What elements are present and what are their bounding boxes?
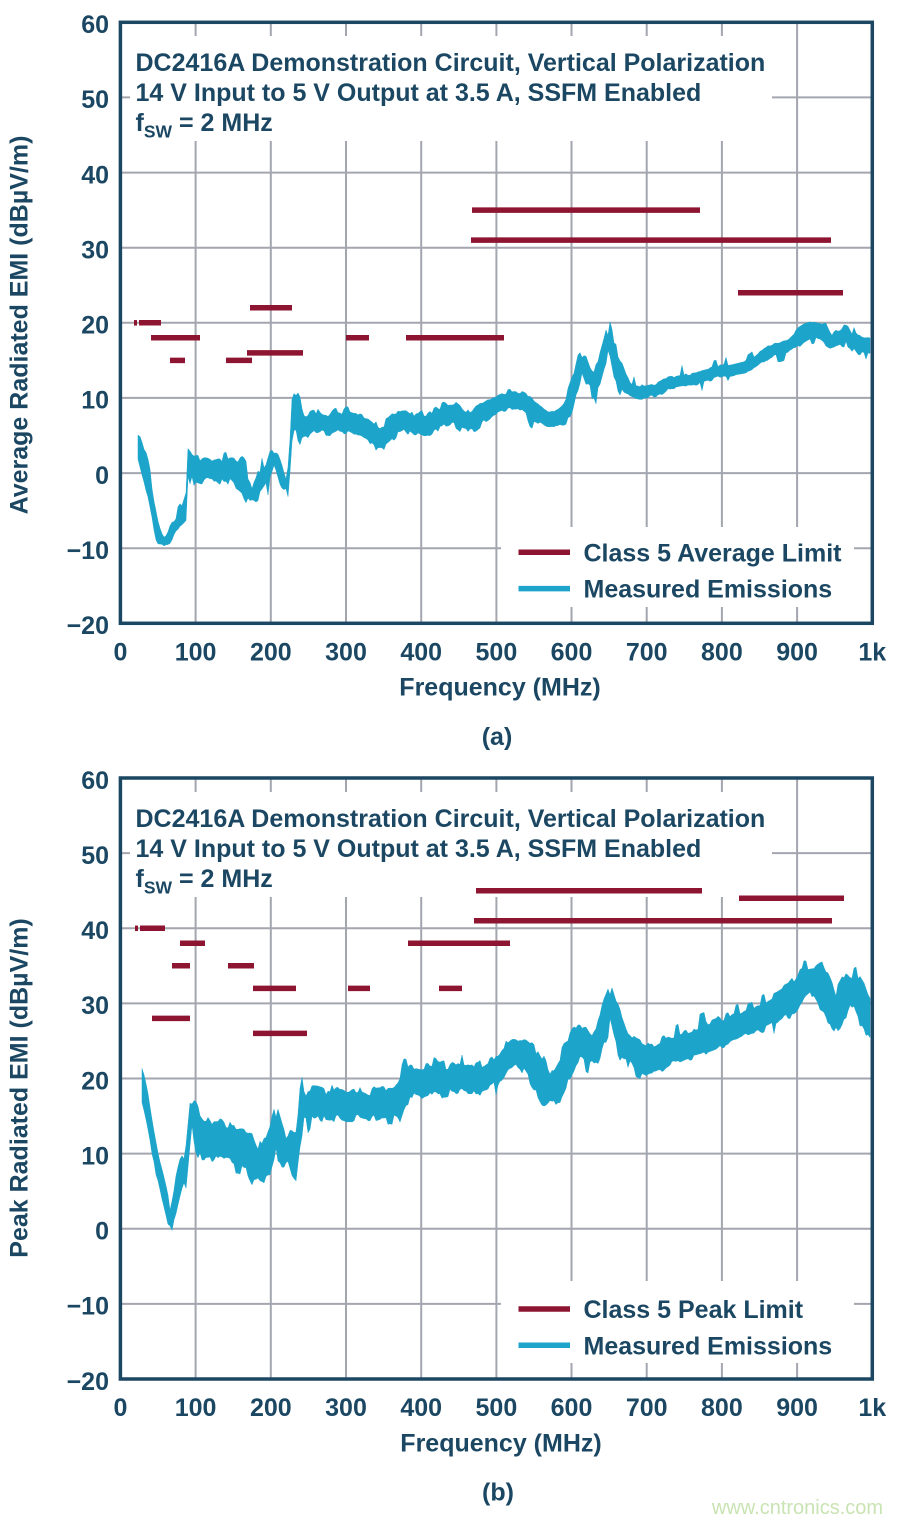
- svg-text:30: 30: [81, 237, 109, 265]
- svg-text:300: 300: [325, 1394, 367, 1422]
- svg-text:DC2416A Demonstration Circuit,: DC2416A Demonstration Circuit, Vertical …: [136, 49, 766, 77]
- svg-text:0: 0: [95, 462, 109, 490]
- svg-text:Measured Emissions: Measured Emissions: [584, 1332, 833, 1360]
- svg-text:(a): (a): [482, 723, 513, 751]
- svg-text:900: 900: [776, 1394, 818, 1422]
- svg-text:700: 700: [626, 1394, 668, 1422]
- svg-text:30: 30: [81, 992, 109, 1020]
- svg-text:−20: −20: [67, 1368, 109, 1396]
- svg-text:20: 20: [81, 312, 109, 340]
- svg-text:20: 20: [81, 1067, 109, 1095]
- svg-text:Frequency (MHz): Frequency (MHz): [399, 674, 600, 702]
- svg-text:100: 100: [175, 638, 217, 666]
- svg-text:50: 50: [81, 86, 109, 114]
- svg-text:DC2416A Demonstration Circuit,: DC2416A Demonstration Circuit, Vertical …: [136, 805, 766, 833]
- svg-text:200: 200: [250, 638, 292, 666]
- svg-text:300: 300: [325, 638, 367, 666]
- svg-text:−10: −10: [67, 1293, 109, 1321]
- svg-text:10: 10: [81, 387, 109, 415]
- svg-text:Measured Emissions: Measured Emissions: [584, 576, 833, 604]
- svg-text:400: 400: [400, 1394, 442, 1422]
- svg-text:100: 100: [175, 1394, 217, 1422]
- svg-text:www.cntronics.com: www.cntronics.com: [711, 1497, 883, 1519]
- svg-text:1k: 1k: [858, 638, 886, 666]
- svg-text:10: 10: [81, 1142, 109, 1170]
- svg-text:40: 40: [81, 917, 109, 945]
- svg-text:14 V Input to 5 V Output at 3.: 14 V Input to 5 V Output at 3.5 A, SSFM …: [136, 79, 702, 107]
- svg-text:fSW = 2 MHz: fSW = 2 MHz: [136, 109, 273, 142]
- svg-text:0: 0: [113, 638, 127, 666]
- svg-text:0: 0: [95, 1218, 109, 1246]
- svg-text:Class 5 Peak Limit: Class 5 Peak Limit: [584, 1296, 804, 1324]
- svg-text:Class 5 Average Limit: Class 5 Average Limit: [584, 539, 843, 567]
- svg-text:Peak Radiated EMI (dBµV/m): Peak Radiated EMI (dBµV/m): [6, 918, 34, 1257]
- svg-text:200: 200: [250, 1394, 292, 1422]
- svg-text:0: 0: [113, 1394, 127, 1422]
- svg-text:500: 500: [476, 1394, 518, 1422]
- svg-text:600: 600: [551, 1394, 593, 1422]
- svg-text:800: 800: [701, 638, 743, 666]
- svg-text:−10: −10: [67, 537, 109, 565]
- svg-text:14 V Input to 5 V Output at 3.: 14 V Input to 5 V Output at 3.5 A, SSFM …: [136, 835, 702, 863]
- svg-text:500: 500: [476, 638, 518, 666]
- svg-text:60: 60: [81, 11, 109, 39]
- svg-text:(b): (b): [482, 1479, 514, 1507]
- svg-text:40: 40: [81, 161, 109, 189]
- svg-text:Average Radiated EMI (dBµV/m): Average Radiated EMI (dBµV/m): [6, 136, 34, 515]
- svg-text:600: 600: [551, 638, 593, 666]
- svg-text:1k: 1k: [858, 1394, 886, 1422]
- svg-text:400: 400: [400, 638, 442, 666]
- svg-text:900: 900: [776, 638, 818, 666]
- svg-text:60: 60: [81, 767, 109, 795]
- svg-text:800: 800: [701, 1394, 743, 1422]
- svg-text:−20: −20: [67, 612, 109, 640]
- svg-text:Frequency (MHz): Frequency (MHz): [400, 1429, 601, 1457]
- svg-text:50: 50: [81, 842, 109, 870]
- svg-text:700: 700: [626, 638, 668, 666]
